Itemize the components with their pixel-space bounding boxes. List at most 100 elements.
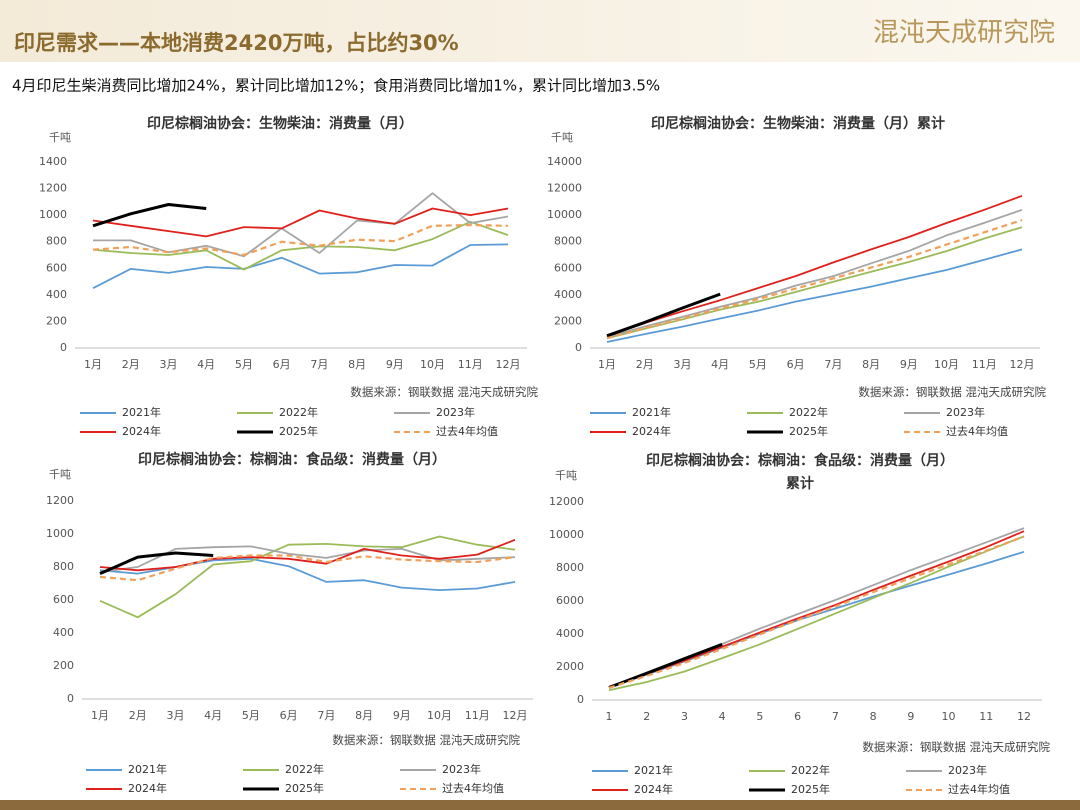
- legend-label: 2023年: [436, 405, 475, 419]
- x-tick-label: 6月: [787, 358, 805, 371]
- x-tick-label: 7月: [317, 709, 335, 722]
- x-tick-label: 7: [832, 710, 839, 723]
- chart-title: 印尼棕榈油协会：生物柴油：消费量（月）: [147, 115, 413, 132]
- y-tick-label: 600: [53, 593, 74, 606]
- legend-label: 2021年: [122, 405, 161, 419]
- x-tick-label: 9月: [900, 358, 918, 371]
- x-tick-label: 12月: [503, 709, 528, 722]
- series-line: [606, 248, 1023, 343]
- x-tick-label: 5月: [235, 358, 253, 371]
- y-tick-label: 200: [53, 659, 74, 672]
- chart-title: 累计: [786, 475, 814, 492]
- y-tick-label: 4000: [554, 288, 582, 301]
- series-line: [608, 535, 1025, 692]
- y-tick-label: 2000: [556, 660, 584, 673]
- y-tick-label: 1000: [46, 527, 74, 540]
- y-tick-label: 800: [46, 235, 67, 248]
- y-tick-label: 400: [46, 288, 67, 301]
- legend-label: 2025年: [279, 424, 318, 438]
- y-tick-label: 0: [60, 341, 67, 354]
- header-bar: [0, 0, 1080, 62]
- legend-label: 2025年: [791, 782, 830, 796]
- y-tick-label: 6000: [556, 594, 584, 607]
- x-tick-label: 1月: [84, 358, 102, 371]
- x-tick-label: 2: [643, 710, 650, 723]
- y-tick-label: 600: [46, 261, 67, 274]
- series-line: [99, 554, 516, 582]
- x-tick-label: 1: [606, 710, 613, 723]
- series-line: [606, 219, 1023, 340]
- chart-title: 印尼棕榈油协会：棕榈油：食品级：消费量（月）: [646, 452, 954, 469]
- y-tick-label: 12000: [547, 182, 582, 195]
- slide-title: 印尼需求——本地消费2420万吨，占比约30%: [14, 31, 459, 55]
- x-tick-label: 8: [870, 710, 877, 723]
- x-tick-label: 3月: [159, 358, 177, 371]
- series-line: [608, 530, 1025, 688]
- legend-label: 2022年: [285, 762, 324, 776]
- series-line: [608, 535, 1025, 689]
- x-tick-label: 3月: [673, 358, 691, 371]
- series-line: [99, 545, 516, 573]
- x-tick-label: 10月: [420, 358, 445, 371]
- x-tick-label: 12月: [1010, 358, 1035, 371]
- legend-label: 2022年: [279, 405, 318, 419]
- y-tick-label: 14000: [547, 155, 582, 168]
- y-tick-label: 8000: [556, 561, 584, 574]
- legend-label: 2021年: [632, 405, 671, 419]
- x-tick-label: 11月: [972, 358, 997, 371]
- y-axis-label: 千吨: [555, 469, 577, 482]
- legend-label: 2022年: [791, 763, 830, 777]
- x-tick-label: 11月: [465, 709, 490, 722]
- y-tick-label: 6000: [554, 261, 582, 274]
- legend-label: 2023年: [946, 405, 985, 419]
- x-tick-label: 4: [719, 710, 726, 723]
- x-tick-label: 7月: [310, 358, 328, 371]
- series-line: [608, 642, 723, 689]
- series-line: [606, 208, 1023, 339]
- series-line: [99, 551, 214, 575]
- legend-label: 2022年: [789, 405, 828, 419]
- y-tick-label: 0: [67, 692, 74, 705]
- legend-label: 过去4年均值: [436, 424, 498, 438]
- y-tick-label: 12000: [549, 495, 584, 508]
- y-tick-label: 10000: [547, 208, 582, 221]
- source-note: 数据来源：钢联数据 混沌天成研究院: [350, 385, 538, 399]
- y-axis-label: 千吨: [551, 131, 573, 144]
- source-note: 数据来源：钢联数据 混沌天成研究院: [858, 385, 1046, 399]
- x-tick-label: 1月: [598, 358, 616, 371]
- x-tick-label: 2月: [636, 358, 654, 371]
- legend-label: 2024年: [122, 424, 161, 438]
- source-note: 数据来源：钢联数据 混沌天成研究院: [862, 740, 1050, 754]
- y-tick-label: 1200: [46, 494, 74, 507]
- x-tick-label: 10: [942, 710, 956, 723]
- series-line: [606, 292, 721, 338]
- x-tick-label: 6月: [280, 709, 298, 722]
- x-tick-label: 9: [907, 710, 914, 723]
- footer-bar: [0, 800, 1080, 810]
- x-tick-label: 2月: [122, 358, 140, 371]
- x-tick-label: 5月: [749, 358, 767, 371]
- y-tick-label: 1400: [39, 155, 67, 168]
- y-tick-label: 0: [575, 341, 582, 354]
- x-tick-label: 12月: [496, 358, 521, 371]
- chart-title: 印尼棕榈油协会：棕榈油：食品级：消费量（月）: [138, 451, 446, 468]
- y-tick-label: 1200: [39, 182, 67, 195]
- x-tick-label: 4月: [204, 709, 222, 722]
- y-tick-label: 0: [577, 693, 584, 706]
- y-tick-label: 200: [46, 314, 67, 327]
- y-axis-label: 千吨: [49, 468, 71, 481]
- series-line: [93, 192, 509, 258]
- x-tick-label: 7月: [824, 358, 842, 371]
- y-tick-label: 400: [53, 626, 74, 639]
- legend-label: 过去4年均值: [948, 782, 1010, 796]
- x-tick-label: 11: [979, 710, 993, 723]
- x-tick-label: 8月: [862, 358, 880, 371]
- subtitle: 4月印尼生柴消费同比增加24%，累计同比增加12%；食用消费同比增加1%，累计同…: [12, 77, 660, 95]
- x-tick-label: 10月: [427, 709, 452, 722]
- x-tick-label: 10月: [934, 358, 959, 371]
- series-line: [99, 535, 516, 619]
- x-tick-label: 11月: [458, 358, 483, 371]
- series-line: [92, 220, 509, 271]
